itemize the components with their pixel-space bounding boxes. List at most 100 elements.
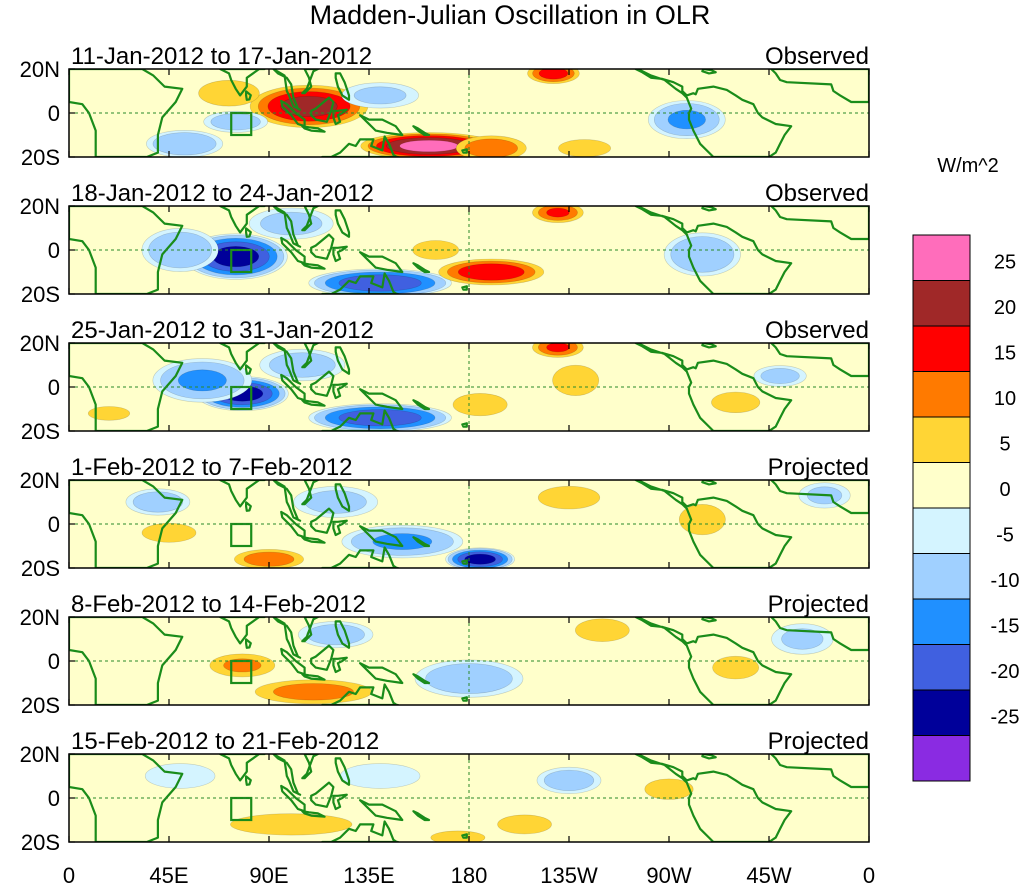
colorbar-swatch xyxy=(912,689,971,736)
coastline xyxy=(321,683,400,705)
y-tick-label: 20N xyxy=(20,468,60,493)
colorbar-swatch xyxy=(912,598,971,645)
anomaly-contour xyxy=(543,769,595,791)
x-tick-label: 45W xyxy=(746,863,791,887)
coastline xyxy=(69,206,184,294)
coastline xyxy=(359,251,404,274)
coastline xyxy=(69,617,184,705)
anomaly-contour xyxy=(210,113,261,131)
coastline xyxy=(701,617,717,623)
coastline xyxy=(332,382,348,400)
colorbar-tick-label: -25 xyxy=(991,707,1020,729)
coastline xyxy=(332,519,348,537)
coastline xyxy=(770,343,869,378)
coastline xyxy=(701,343,717,349)
coastline xyxy=(412,673,431,685)
coastline xyxy=(310,370,335,397)
coastline xyxy=(272,343,302,385)
coastlines xyxy=(69,754,869,842)
coastline xyxy=(634,617,793,705)
coastline xyxy=(412,399,431,411)
anomaly-contour xyxy=(273,683,354,701)
colorbar-tick-label: -5 xyxy=(996,525,1014,547)
coastlines xyxy=(69,343,869,431)
coastline xyxy=(219,480,266,508)
colorbar: W/m^2 25 20 15 10 5 0 -5 -10 -15 -20 -25 xyxy=(912,155,1020,782)
panel-status-label: Projected xyxy=(768,454,869,481)
anomaly-contour xyxy=(338,274,422,292)
colorbar-swatch xyxy=(912,234,971,281)
anomaly-contour xyxy=(497,814,552,835)
panel-status-label: Projected xyxy=(768,591,869,618)
coastline xyxy=(219,754,266,782)
anomaly-field xyxy=(87,343,807,431)
coastline xyxy=(310,233,335,260)
panel-5: 20N 0 20S 8-Feb-2012 to 14-Feb-2012 Projecte… xyxy=(20,591,870,718)
coastline xyxy=(332,656,348,674)
colorbar-swatch xyxy=(912,735,971,782)
colorbar-units: W/m^2 xyxy=(937,155,999,177)
panel-status-label: Observed xyxy=(765,180,869,207)
coastline xyxy=(461,422,468,428)
coastline xyxy=(219,343,266,371)
panel-1: 20N 0 20S 11-Jan-2012 to 17-Jan-2012 Observe… xyxy=(20,43,870,170)
colorbar-swatch xyxy=(912,325,971,372)
anomaly-contour xyxy=(537,485,601,510)
anomaly-contour xyxy=(464,138,518,157)
coastline xyxy=(245,364,252,375)
colorbar-swatch xyxy=(912,280,971,327)
coastline xyxy=(770,480,869,515)
anomaly-contour xyxy=(399,139,459,153)
anomaly-contour xyxy=(304,490,367,514)
anomaly-contour xyxy=(712,655,760,680)
coastline xyxy=(310,644,335,671)
coastline xyxy=(272,754,302,796)
panel-date-label: 11-Jan-2012 to 17-Jan-2012 xyxy=(71,43,372,70)
coastline xyxy=(701,754,717,760)
coastline xyxy=(461,696,468,702)
coastline xyxy=(69,69,184,157)
coastline xyxy=(310,96,335,123)
x-tick-label: 135E xyxy=(343,863,394,887)
coastline xyxy=(634,480,793,568)
colorbar-tick-label: 25 xyxy=(994,252,1016,274)
coastline xyxy=(770,617,869,652)
coastline xyxy=(770,754,869,789)
y-tick-label: 20S xyxy=(21,419,60,444)
anomaly-contour xyxy=(546,207,570,218)
coastline xyxy=(359,662,404,685)
y-tick-label: 20N xyxy=(20,194,60,219)
coastline xyxy=(301,399,326,407)
coastline xyxy=(461,285,468,291)
anomaly-contour xyxy=(678,504,726,536)
anomaly-contour xyxy=(339,763,421,789)
anomaly-contour xyxy=(670,236,735,273)
coastline xyxy=(461,148,468,154)
colorbar-swatch xyxy=(912,507,971,554)
anomaly-contour xyxy=(457,263,525,281)
coastline xyxy=(245,227,252,238)
coastline xyxy=(412,125,431,137)
colorbar-tick-label: 5 xyxy=(999,434,1010,456)
panels-group: 20N 0 20S 11-Jan-2012 to 17-Jan-2012 Observe… xyxy=(20,43,870,855)
y-tick-label: 20N xyxy=(20,605,60,630)
coastlines xyxy=(69,206,869,294)
y-tick-label: 20S xyxy=(21,830,60,855)
panel-date-label: 15-Feb-2012 to 21-Feb-2012 xyxy=(71,728,379,755)
coastline xyxy=(412,262,431,274)
anomaly-contour xyxy=(177,369,227,392)
index-box xyxy=(230,796,253,822)
y-tick-label: 0 xyxy=(48,238,60,263)
anomaly-contour xyxy=(538,69,569,80)
colorbar-tick-label: -10 xyxy=(991,570,1020,592)
panel-date-label: 25-Jan-2012 to 31-Jan-2012 xyxy=(71,317,374,344)
coastline xyxy=(301,673,326,681)
anomaly-contour xyxy=(372,533,433,550)
panel-status-label: Observed xyxy=(765,317,869,344)
coastline xyxy=(301,262,326,270)
coastline xyxy=(301,125,326,133)
coastline xyxy=(245,638,252,649)
coastline xyxy=(321,820,400,842)
anomaly-contour xyxy=(452,393,508,417)
panel-3: 20N 0 20S 25-Jan-2012 to 31-Jan-2012 Observe… xyxy=(20,317,870,444)
